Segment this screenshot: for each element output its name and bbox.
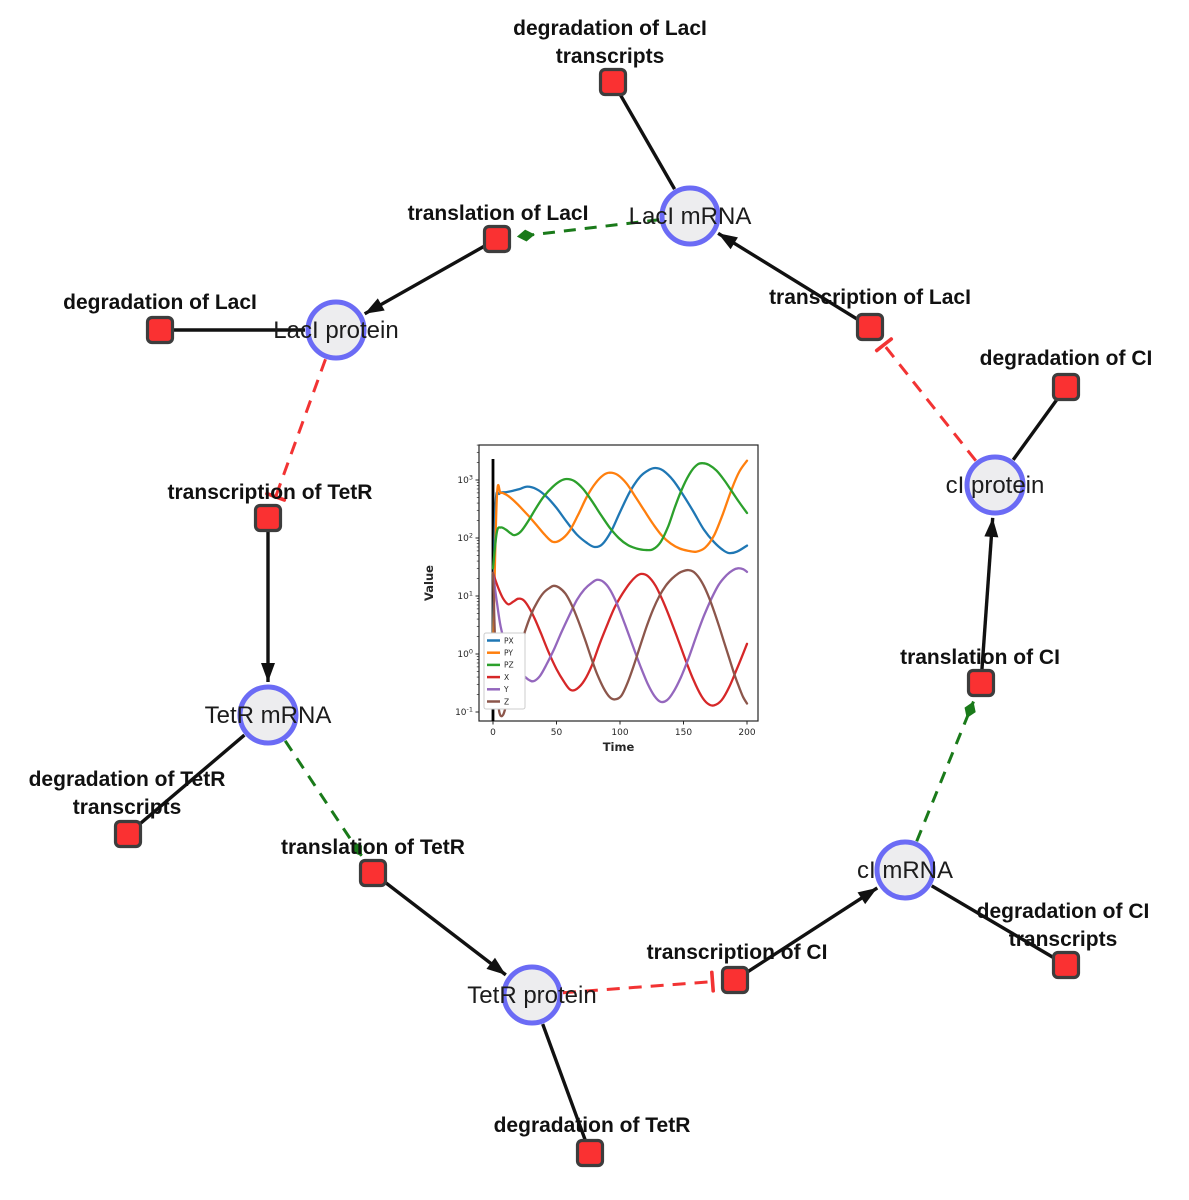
production-edge-translation-of-ci-to-ci-protein <box>980 517 999 671</box>
x-tick-label: 150 <box>675 728 692 738</box>
y-tick-label: 10-1 <box>455 706 473 719</box>
modifier-edge-tetr-mrna-to-translation-of-tetr <box>283 739 364 858</box>
reaction-label-degradation-of-laci: degradation of LacI <box>63 291 257 314</box>
reaction-node-degradation-of-ci-transcripts <box>1051 950 1081 980</box>
reaction-label-degradation-of-tetr-transcripts: degradation of TetR transcripts <box>29 768 226 819</box>
x-axis-title: Time <box>603 740 635 754</box>
series-line-PX <box>491 466 749 638</box>
species-label-laci-protein: LacI protein <box>273 317 398 344</box>
reaction-label-line: degradation of CI <box>980 347 1153 370</box>
reaction-label-line: translation of TetR <box>281 836 465 859</box>
reaction-node-degradation-of-tetr-transcripts <box>113 819 143 849</box>
species-label-laci-mrna: LacI mRNA <box>629 203 752 230</box>
inhibition-edge-laci-protein-to-transcription-of-tetr <box>265 358 327 502</box>
reaction-label-degradation-of-laci-transcripts: degradation of LacI transcripts <box>513 17 707 68</box>
reaction-label-transcription-of-ci: transcription of CI <box>647 941 828 964</box>
species-node-tetr-mrna <box>237 684 299 746</box>
labels-layer: LacI mRNA LacI protein TetR mRNA TetR prote… <box>29 17 1153 1137</box>
reaction-label-line: transcription of CI <box>647 941 828 964</box>
reaction-node-degradation-of-laci-transcripts <box>598 67 628 97</box>
legend-label-X: X <box>504 673 509 682</box>
species-label-ci-mrna: cI mRNA <box>857 857 953 884</box>
reaction-label-line: translation of CI <box>900 646 1060 669</box>
y-tick-label: 102 <box>457 532 473 545</box>
reaction-label-line: degradation of LacI <box>513 17 707 40</box>
x-tick-label: 0 <box>490 728 496 738</box>
reaction-node-translation-of-tetr <box>358 858 388 888</box>
modifier-edge-ci-mrna-to-translation-of-ci <box>915 700 976 842</box>
reaction-node-degradation-of-laci <box>145 315 175 345</box>
plain-edge-degradation-of-laci-transcripts-to-laci-mrna <box>618 92 677 190</box>
species-node-ci-protein <box>964 454 1026 516</box>
reaction-label-line: transcripts <box>73 796 182 819</box>
y-tick-label: 101 <box>457 590 473 603</box>
species-node-laci-protein <box>305 299 367 361</box>
y-tick-label: 100 <box>457 648 473 661</box>
reaction-label-degradation-of-ci: degradation of CI <box>980 347 1153 370</box>
reaction-label-transcription-of-tetr: transcription of TetR <box>168 481 373 504</box>
reaction-label-translation-of-tetr: translation of TetR <box>281 836 465 859</box>
species-node-laci-mrna <box>659 185 721 247</box>
reaction-label-line: degradation of TetR <box>494 1114 691 1137</box>
edges-layer <box>136 92 1060 1142</box>
reaction-node-transcription-of-tetr <box>253 503 283 533</box>
species-label-tetr-mrna: TetR mRNA <box>205 702 332 729</box>
reaction-label-line: degradation of TetR <box>29 768 226 791</box>
modifier-edge-laci-mrna-to-translation-of-laci <box>516 218 660 242</box>
reaction-node-translation-of-ci <box>966 668 996 698</box>
series-line-X <box>491 571 749 707</box>
legend-label-PX: PX <box>504 636 514 645</box>
reaction-label-line: transcription of TetR <box>168 481 373 504</box>
legend-label-Y: Y <box>503 685 509 694</box>
production-edge-transcription-of-laci-to-laci-mrna <box>717 231 860 322</box>
reaction-label-line: transcripts <box>556 45 665 68</box>
reaction-node-degradation-of-tetr <box>575 1138 605 1168</box>
species-label-ci-protein: cI protein <box>946 472 1045 499</box>
reaction-label-translation-of-laci: translation of LacI <box>408 202 589 225</box>
production-edge-translation-of-laci-to-laci-protein <box>363 243 487 316</box>
production-edge-transcription-of-ci-to-ci-mrna <box>744 886 879 975</box>
plain-edge-ci-mrna-to-degradation-of-ci-transcripts <box>930 884 1056 960</box>
timecourse-inset-chart: 0 50 100 150 200 10-1 100 101 102 103 Time Value PX… <box>422 444 759 754</box>
x-tick-label: 100 <box>611 728 628 738</box>
plain-edge-ci-protein-to-degradation-of-ci <box>1011 396 1060 461</box>
x-tick-label: 200 <box>738 728 755 738</box>
reaction-label-degradation-of-ci-transcripts: degradation of CI transcripts <box>977 900 1150 951</box>
reaction-label-line: degradation of LacI <box>63 291 257 314</box>
series-line-PY <box>491 459 749 656</box>
y-axis-title: Value <box>422 565 436 601</box>
reaction-node-degradation-of-ci <box>1051 372 1081 402</box>
species-node-tetr-protein <box>501 964 563 1026</box>
reaction-label-line: transcription of LacI <box>769 286 971 309</box>
series-line-PZ <box>491 462 749 570</box>
reaction-node-translation-of-laci <box>482 224 512 254</box>
reaction-label-line: translation of LacI <box>408 202 589 225</box>
y-tick-label: 103 <box>457 474 473 487</box>
plain-edge-tetr-protein-to-degradation-of-tetr <box>541 1023 588 1142</box>
species-node-ci-mrna <box>874 839 936 901</box>
chart-legend: PX PY PZ XYZ <box>483 632 526 710</box>
species-label-tetr-protein: TetR protein <box>467 982 596 1009</box>
inhibition-edge-tetr-protein-to-transcription-of-ci <box>562 970 715 995</box>
legend-label-Z: Z <box>504 697 509 706</box>
reaction-label-transcription-of-laci: transcription of LacI <box>769 286 971 309</box>
reaction-label-line: transcripts <box>1009 928 1118 951</box>
production-edge-translation-of-tetr-to-tetr-protein <box>382 879 507 977</box>
reaction-label-degradation-of-tetr: degradation of TetR <box>494 1114 691 1137</box>
legend-label-PY: PY <box>504 649 513 658</box>
legend-label-PZ: PZ <box>504 661 514 670</box>
inhibition-edge-ci-protein-to-transcription-of-laci <box>874 337 977 462</box>
x-tick-label: 50 <box>551 728 563 738</box>
nodes-layer <box>113 67 1081 1168</box>
reaction-node-transcription-of-laci <box>855 312 885 342</box>
reaction-node-transcription-of-ci <box>720 965 750 995</box>
plain-edge-tetr-mrna-to-degradation-of-tetr-transcripts <box>136 733 246 827</box>
reaction-label-translation-of-ci: translation of CI <box>900 646 1060 669</box>
reaction-label-line: degradation of CI <box>977 900 1150 923</box>
